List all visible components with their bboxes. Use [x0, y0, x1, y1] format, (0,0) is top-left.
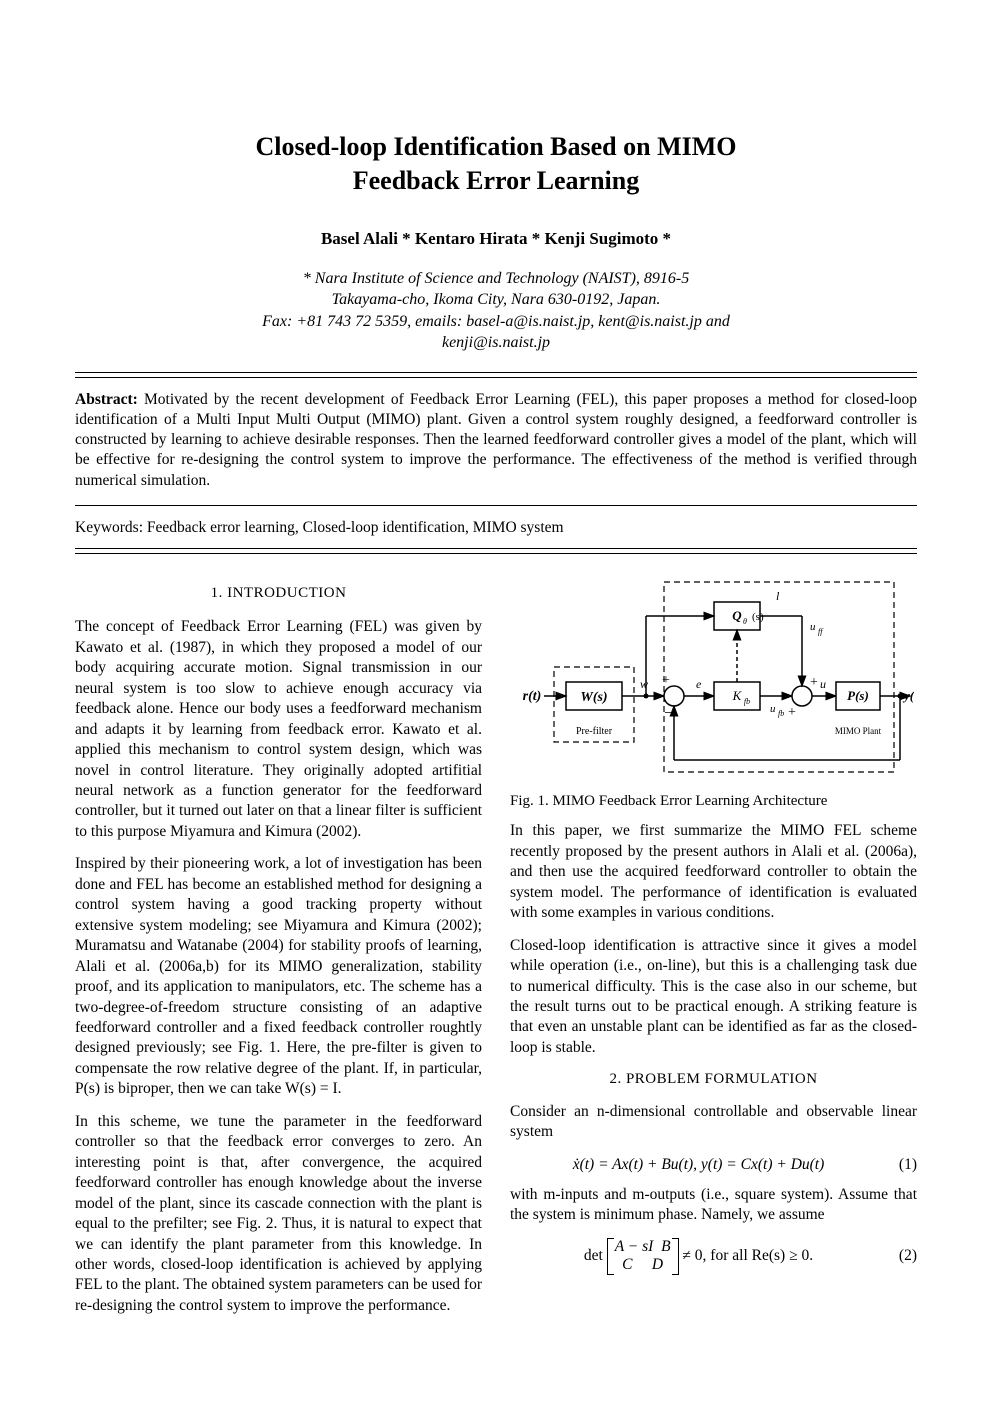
eq2-matrix: A − sI B C D	[607, 1238, 679, 1275]
svg-text:+: +	[662, 673, 670, 688]
right-para-4: with m-inputs and m-outputs (i.e., squar…	[510, 1185, 917, 1226]
eq2-m12: B	[661, 1238, 670, 1255]
affil-line-3: Fax: +81 743 72 5359, emails: basel-a@is…	[262, 313, 730, 330]
svg-text:(s): (s)	[752, 611, 764, 623]
svg-text:K: K	[731, 688, 742, 703]
eq2-m22: D	[652, 1256, 663, 1273]
equation-2-number: (2)	[887, 1246, 917, 1266]
intro-para-3: In this scheme, we tune the parameter in…	[75, 1112, 482, 1317]
keywords: Keywords: Feedback error learning, Close…	[75, 518, 917, 538]
equation-2-body: det A − sI B C D ≠ 0, for all Re(s) ≥ 0.	[510, 1238, 887, 1275]
intro-para-1: The concept of Feedback Error Learning (…	[75, 617, 482, 842]
affil-line-4: kenji@is.naist.jp	[442, 334, 550, 351]
abstract-text: Motivated by the recent development of F…	[75, 391, 917, 489]
title-line-1: Closed-loop Identification Based on MIMO	[255, 132, 736, 161]
equation-1-body: ẋ(t) = Ax(t) + Bu(t), y(t) = Cx(t) + Du(…	[510, 1155, 887, 1175]
svg-text:−: −	[664, 705, 673, 722]
rule-bottom-thin	[75, 553, 917, 554]
rule-mid-thin	[75, 505, 917, 506]
equation-1: ẋ(t) = Ax(t) + Bu(t), y(t) = Cx(t) + Du(…	[510, 1155, 917, 1175]
svg-text:l: l	[776, 589, 780, 603]
svg-text:e: e	[696, 677, 702, 691]
eq2-m11: A − sI	[615, 1238, 654, 1255]
svg-text:fb: fb	[778, 709, 784, 718]
svg-text:+: +	[810, 675, 818, 690]
svg-text:P(s): P(s)	[847, 688, 869, 703]
rule-bottom-thick	[75, 548, 917, 549]
right-para-1: In this paper, we first summarize the MI…	[510, 821, 917, 923]
two-column-body: 1. INTRODUCTION The concept of Feedback …	[75, 566, 917, 1328]
right-column: W(s) Pre-filter r(t) w + − e K fb	[510, 566, 917, 1328]
svg-text:r(t): r(t)	[522, 689, 541, 704]
eq2-det: det	[584, 1247, 603, 1264]
abstract: Abstract: Motivated by the recent develo…	[75, 390, 917, 491]
figure-1-svg: W(s) Pre-filter r(t) w + − e K fb	[514, 572, 914, 782]
svg-text:+: +	[788, 705, 796, 720]
authors: Basel Alali * Kentaro Hirata * Kenji Sug…	[75, 228, 917, 250]
eq2-post: ≠ 0, for all Re(s) ≥ 0.	[682, 1247, 813, 1264]
right-para-3: Consider an n-dimensional controllable a…	[510, 1102, 917, 1143]
svg-text:MIMO Plant: MIMO Plant	[834, 726, 881, 736]
svg-text:fb: fb	[743, 697, 749, 706]
svg-text:W(s): W(s)	[580, 690, 607, 705]
rule-top-thin	[75, 377, 917, 378]
svg-text:u: u	[820, 677, 826, 691]
svg-text:u: u	[770, 703, 776, 715]
equation-1-number: (1)	[887, 1155, 917, 1175]
equation-2: det A − sI B C D ≠ 0, for all Re(s) ≥ 0.…	[510, 1238, 917, 1275]
svg-text:u: u	[810, 621, 816, 633]
title-line-2: Feedback Error Learning	[353, 166, 639, 195]
eq2-m21: C	[622, 1256, 632, 1273]
abstract-label: Abstract:	[75, 391, 138, 408]
svg-text:Pre-filter: Pre-filter	[575, 726, 612, 737]
intro-para-2: Inspired by their pioneering work, a lot…	[75, 854, 482, 1099]
rule-top-thick	[75, 372, 917, 373]
right-para-2: Closed-loop identification is attractive…	[510, 936, 917, 1059]
svg-text:Q: Q	[732, 608, 742, 623]
section-1-heading: 1. INTRODUCTION	[75, 584, 482, 604]
svg-text:θ: θ	[743, 617, 747, 626]
figure-1-caption: Fig. 1. MIMO Feedback Error Learning Arc…	[510, 792, 917, 812]
left-column: 1. INTRODUCTION The concept of Feedback …	[75, 566, 482, 1328]
svg-text:ff: ff	[818, 627, 824, 636]
affil-line-1: * Nara Institute of Science and Technolo…	[303, 270, 689, 287]
affil-line-2: Takayama-cho, Ikoma City, Nara 630-0192,…	[332, 291, 661, 308]
svg-text:y(t): y(t)	[901, 688, 913, 703]
paper-title: Closed-loop Identification Based on MIMO…	[75, 130, 917, 198]
figure-1: W(s) Pre-filter r(t) w + − e K fb	[510, 572, 917, 782]
svg-text:w: w	[640, 677, 648, 691]
section-2-heading: 2. PROBLEM FORMULATION	[510, 1070, 917, 1090]
affiliation: * Nara Institute of Science and Technolo…	[75, 268, 917, 354]
